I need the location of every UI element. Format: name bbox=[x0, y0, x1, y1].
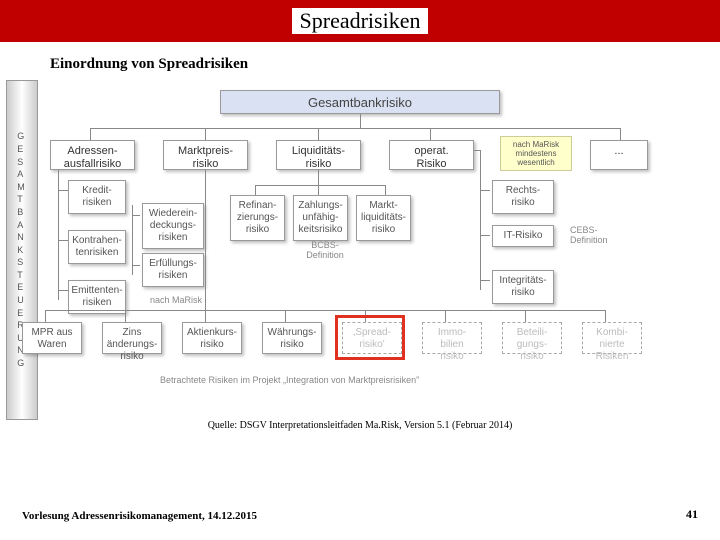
footer-lecture: Vorlesung Adressenrisikomanagement, 14.1… bbox=[22, 510, 257, 522]
node-kreditrisiken: Kredit-risiken bbox=[68, 180, 126, 214]
node-kontrahenten: Kontrahen-tenrisiken bbox=[68, 230, 126, 264]
node-erfuellung: Erfüllungs-risiken bbox=[142, 253, 204, 287]
sidebar-label: GESAMTBANKSTEUERUNG bbox=[6, 80, 38, 420]
node-wiedereindeckung: Wiederein-deckungs-risiken bbox=[142, 203, 204, 249]
label-bcbs: BCBS-Definition bbox=[300, 240, 350, 260]
node-bottom-6: Beteili-gungs-risiko bbox=[502, 322, 562, 354]
node-adressenausfall: Adressen-ausfallrisiko bbox=[50, 140, 135, 170]
node-it-risiko: IT-Risiko bbox=[492, 225, 554, 247]
node-root: Gesamtbankrisiko bbox=[220, 90, 500, 114]
node-bottom-1: Zinsänderungs-risiko bbox=[102, 322, 162, 354]
node-bottom-7: Kombi-nierteRisiken bbox=[582, 322, 642, 354]
section-subtitle: Einordnung von Spreadrisiken bbox=[50, 56, 720, 73]
node-liquiditaet: Liquiditäts-risiko bbox=[276, 140, 361, 170]
node-emittenten: Emittenten-risiken bbox=[68, 280, 126, 314]
source-citation: Quelle: DSGV Interpretationsleitfaden Ma… bbox=[0, 420, 720, 431]
label-marisk: nach MaRisk bbox=[150, 295, 202, 305]
risk-diagram: Gesamtbankrisiko Adressen-ausfallrisiko … bbox=[50, 90, 700, 410]
node-marktpreis: Marktpreis-risiko bbox=[163, 140, 248, 170]
node-bottom-3: Währungs-risiko bbox=[262, 322, 322, 354]
node-bottom-2: Aktienkurs-risiko bbox=[182, 322, 242, 354]
node-bottom-5: Immo-bilienrisiko bbox=[422, 322, 482, 354]
node-rechtsrisiko: Rechts-risiko bbox=[492, 180, 554, 214]
page-title: Spreadrisiken bbox=[292, 8, 429, 34]
node-other: ... bbox=[590, 140, 648, 170]
node-bottom-0: MPR ausWaren bbox=[22, 322, 82, 354]
node-refinanzierung: Refinan-zierungs-risiko bbox=[230, 195, 285, 241]
node-marktliquiditaet: Markt-liquiditäts-risiko bbox=[356, 195, 411, 241]
note-marisk: nach MaRiskmindestenswesentlich bbox=[500, 136, 572, 171]
node-operat: operat.Risiko bbox=[389, 140, 474, 170]
header-bar: Spreadrisiken bbox=[0, 0, 720, 42]
node-zahlungsunfaehig: Zahlungs-unfähig-keitsrisiko bbox=[293, 195, 348, 241]
diagram-caption: Betrachtete Risiken im Projekt „Integrat… bbox=[160, 375, 419, 385]
highlight-spreadrisiko bbox=[335, 315, 405, 360]
label-cebs: CEBS-Definition bbox=[570, 225, 608, 245]
page-number: 41 bbox=[686, 507, 698, 522]
node-integritaet: Integritäts-risiko bbox=[492, 270, 554, 304]
